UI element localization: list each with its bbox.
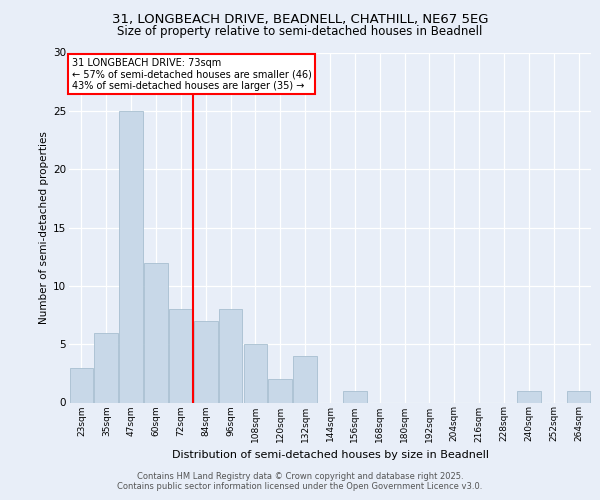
Bar — [144, 262, 168, 402]
Bar — [244, 344, 267, 403]
Bar — [293, 356, 317, 403]
Bar — [219, 309, 242, 402]
Bar — [70, 368, 93, 402]
Text: 31, LONGBEACH DRIVE, BEADNELL, CHATHILL, NE67 5EG: 31, LONGBEACH DRIVE, BEADNELL, CHATHILL,… — [112, 12, 488, 26]
Text: Contains HM Land Registry data © Crown copyright and database right 2025.
Contai: Contains HM Land Registry data © Crown c… — [118, 472, 482, 491]
Bar — [94, 332, 118, 402]
Y-axis label: Number of semi-detached properties: Number of semi-detached properties — [39, 131, 49, 324]
Bar — [343, 391, 367, 402]
Bar — [567, 391, 590, 402]
Text: Size of property relative to semi-detached houses in Beadnell: Size of property relative to semi-detach… — [118, 25, 482, 38]
Bar — [268, 379, 292, 402]
Bar — [169, 309, 193, 402]
Bar — [119, 111, 143, 403]
Bar — [517, 391, 541, 402]
Bar — [194, 321, 218, 402]
Text: 31 LONGBEACH DRIVE: 73sqm
← 57% of semi-detached houses are smaller (46)
43% of : 31 LONGBEACH DRIVE: 73sqm ← 57% of semi-… — [71, 58, 311, 91]
X-axis label: Distribution of semi-detached houses by size in Beadnell: Distribution of semi-detached houses by … — [172, 450, 488, 460]
